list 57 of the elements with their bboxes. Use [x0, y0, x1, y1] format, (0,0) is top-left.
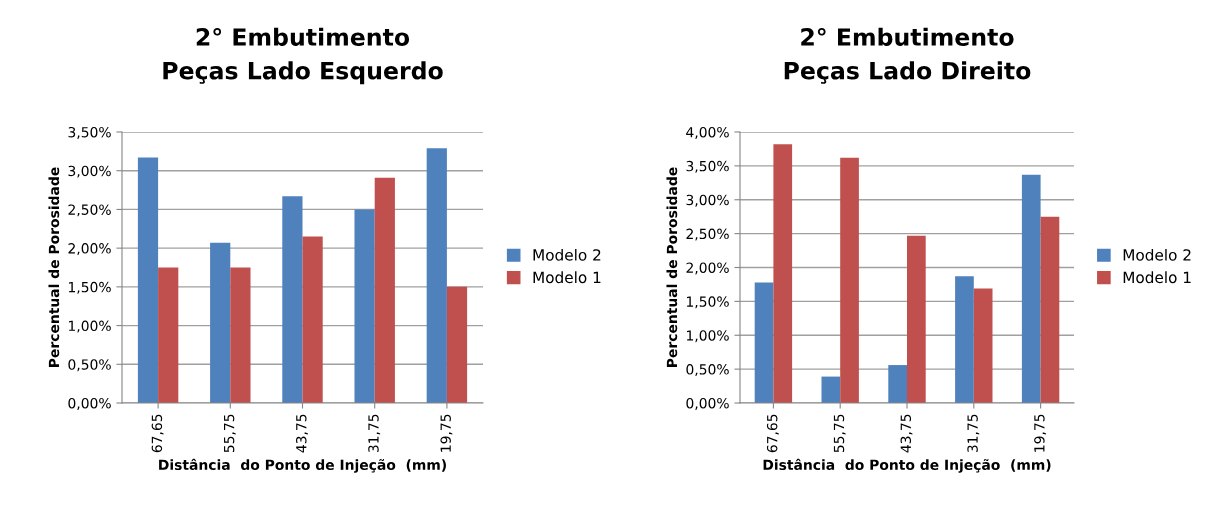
- bar: [773, 144, 793, 403]
- y-axis-title: Percentual de Porosidade: [48, 167, 60, 367]
- bar: [158, 267, 179, 403]
- bar: [137, 157, 159, 403]
- y-tick-label: 0,00%: [68, 397, 111, 410]
- x-tick-label: 67,65: [766, 414, 779, 453]
- bar: [374, 177, 395, 403]
- bar: [230, 267, 251, 403]
- y-tick-label: 2,00%: [68, 243, 111, 256]
- y-tick-label: 2,50%: [686, 228, 729, 241]
- y-tick-label: 1,50%: [68, 281, 111, 294]
- y-tick-label: 0,50%: [68, 359, 111, 372]
- y-tick-label: 0,00%: [686, 397, 729, 410]
- x-tick-label: 19,75: [1034, 414, 1047, 452]
- x-tick-label: 31,75: [368, 414, 381, 453]
- y-tick-label: 1,50%: [686, 296, 729, 309]
- bar: [282, 196, 303, 403]
- y-tick-label: 3,00%: [686, 194, 729, 207]
- bar: [907, 235, 926, 403]
- legend-label: Modelo 1: [1123, 271, 1191, 284]
- bar: [821, 376, 841, 403]
- legend-label: Modelo 1: [533, 271, 601, 284]
- x-tick-label: 19,75: [440, 414, 453, 452]
- y-tick-label: 3,50%: [686, 160, 729, 173]
- bar: [955, 276, 974, 403]
- y-tick-label: 3,00%: [68, 165, 111, 178]
- y-tick-label: 2,00%: [686, 262, 729, 275]
- bar: [302, 236, 323, 403]
- y-tick-label: 1,00%: [68, 320, 111, 333]
- bar: [888, 365, 907, 403]
- y-tick-label: 3,50%: [68, 126, 111, 139]
- legend-label: Modelo 2: [533, 248, 601, 261]
- x-tick-label: 43,75: [296, 414, 308, 453]
- x-tick-label: 43,75: [900, 414, 913, 453]
- y-axis-title: Percentual de Porosidade: [666, 167, 678, 367]
- bar: [354, 209, 375, 403]
- bar: [210, 242, 231, 403]
- x-tick-label: 67,65: [151, 414, 164, 453]
- bar: [1040, 216, 1060, 403]
- bar: [446, 286, 468, 403]
- bar: [754, 282, 774, 403]
- bar: [973, 288, 993, 403]
- x-tick-label: 55,75: [833, 414, 846, 453]
- bar: [840, 157, 859, 403]
- legend-label: Modelo 2: [1123, 248, 1191, 261]
- bar: [426, 148, 447, 403]
- x-axis-title: Distância do Ponto de Injeção (mm): [763, 458, 1051, 473]
- chart-title: 2° Embutimento Peças Lado Direito: [784, 27, 1031, 84]
- y-tick-label: 2,50%: [68, 204, 111, 217]
- chart-title: 2° Embutimento Peças Lado Esquerdo: [163, 27, 443, 85]
- x-tick-label: 55,75: [224, 414, 236, 453]
- y-tick-label: 0,50%: [686, 364, 729, 377]
- y-tick-label: 1,00%: [686, 330, 729, 343]
- bar: [1021, 174, 1041, 403]
- x-axis-title: Distância do Ponto de Injeção (mm): [159, 458, 446, 473]
- x-tick-label: 31,75: [967, 414, 980, 453]
- y-tick-label: 4,00%: [686, 126, 729, 139]
